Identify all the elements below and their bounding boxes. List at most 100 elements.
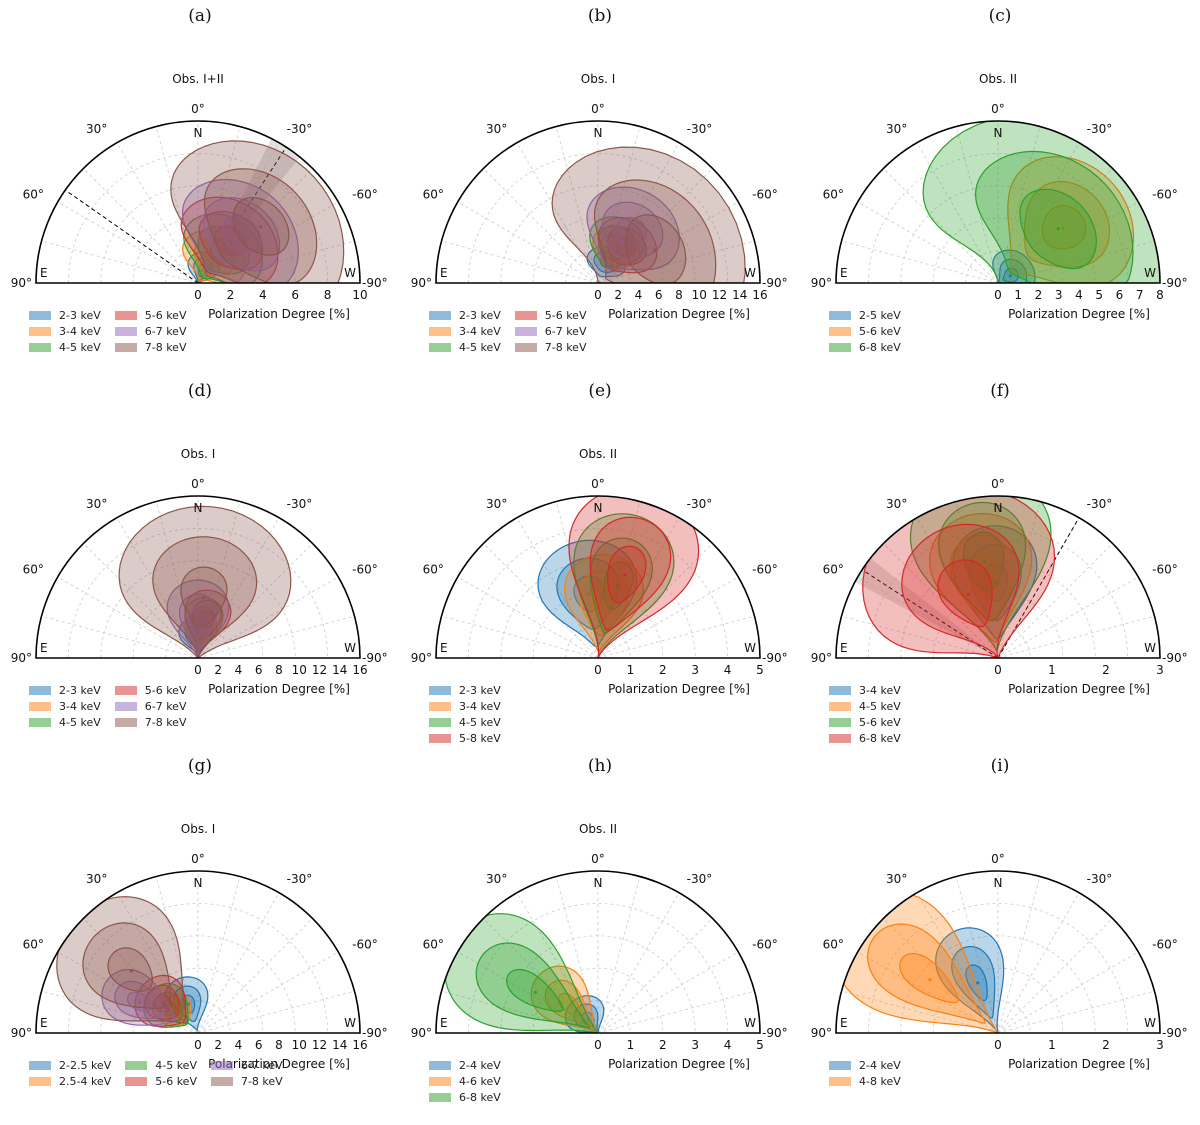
east-label: E xyxy=(40,641,48,655)
best-fit-point xyxy=(966,592,970,596)
legend-swatch xyxy=(114,702,137,711)
plot-frame xyxy=(435,495,761,659)
legend-item: 2.5-4 keV xyxy=(29,1074,111,1089)
best-fit-point xyxy=(138,1000,142,1004)
legend: 2-2.5 keV 2.5-4 keV 4-5 keV 5-6 keV 6-7 keV 7… xyxy=(29,1058,283,1089)
contour-level xyxy=(601,201,664,260)
legend-label: 2-4 keV xyxy=(459,1059,501,1072)
legend-label: 6-7 keV xyxy=(144,700,187,713)
legend-swatch xyxy=(114,311,137,320)
radial-tick-label: 4 xyxy=(235,1038,243,1052)
angle-label: -30° xyxy=(687,122,713,136)
legend-item: 3-4 keV xyxy=(429,324,501,339)
legend-label: 2-2.5 keV xyxy=(59,1059,112,1072)
polar-plot: 0° 30° -30° 60° -60° 90° -90° N E W 0 1 2 3 Polarizati… xyxy=(811,477,1188,696)
angle-label: -30° xyxy=(287,122,313,136)
legend-label: 2-3 keV xyxy=(59,684,101,697)
radial-tick-label: 8 xyxy=(275,663,283,677)
angle-label: 90° xyxy=(811,276,832,290)
radial-tick-label: 2 xyxy=(1035,288,1043,302)
best-fit-point xyxy=(239,233,243,237)
polar-plot: 0° 30° -30° 60° -60° 90° -90° N E W 0 1 2 3 Polarizati… xyxy=(811,852,1188,1071)
contour-level xyxy=(901,523,1020,658)
grid-spoke xyxy=(597,951,739,1033)
plot-frame xyxy=(435,870,761,1034)
grid-spoke xyxy=(997,615,1155,658)
radial-tick-label: 7 xyxy=(1136,288,1144,302)
angle-label: 0° xyxy=(591,477,605,491)
legend-item: 6-8 keV xyxy=(429,1090,501,1105)
chart-panel: (c) Obs. II 0° 30° -30° 60° -60° 90° -90° N E W 0 1 2 3… xyxy=(800,0,1200,375)
axis-label: Polarization Degree [%] xyxy=(608,307,750,321)
angle-label: 0° xyxy=(191,477,205,491)
legend-item: 5-6 keV xyxy=(114,308,186,323)
grid-arc xyxy=(868,153,1128,283)
legend-label: 7-8 keV xyxy=(144,716,187,729)
legend-swatch xyxy=(429,327,451,336)
grid-spoke xyxy=(483,918,599,1033)
angle-label: 90° xyxy=(811,651,832,665)
legend-item: 4-5 keV xyxy=(829,699,901,714)
radial-tick-label: 0 xyxy=(994,288,1002,302)
legend-label: 3-4 keV xyxy=(59,325,101,338)
east-label: E xyxy=(440,641,448,655)
grid-arc xyxy=(868,903,1128,1033)
grid-spoke xyxy=(197,918,313,1033)
angle-label: -30° xyxy=(687,497,713,511)
angle-label: 90° xyxy=(11,276,32,290)
legend-item: 4-5 keV xyxy=(125,1058,197,1073)
legend-swatch xyxy=(514,327,537,336)
plot-title: Obs. II xyxy=(579,447,617,461)
legend-swatch xyxy=(514,311,537,320)
legend-item: 2-4 keV xyxy=(829,1058,901,1073)
angle-label: 0° xyxy=(991,852,1005,866)
grid-spoke xyxy=(57,201,199,283)
radial-tick-label: 0 xyxy=(994,1038,1002,1052)
legend-swatch xyxy=(829,1077,851,1086)
chart-panel: (a) Obs. I+II 0° 30° -30° 60° -60° 90° -90° N E W 0 2… xyxy=(0,0,400,375)
legend-item: 6-8 keV xyxy=(829,731,901,746)
west-label: W xyxy=(344,1016,356,1030)
legend-swatch xyxy=(829,702,851,711)
plot-frame xyxy=(835,870,1161,1034)
contour-series xyxy=(929,512,1033,643)
best-fit-point xyxy=(201,623,205,627)
angle-label: -90° xyxy=(362,276,388,290)
angle-label: 30° xyxy=(86,497,107,511)
legend-item: 4-6 keV xyxy=(429,1074,501,1089)
angle-label: 90° xyxy=(411,276,432,290)
best-fit-point xyxy=(129,969,133,973)
east-label: E xyxy=(440,266,448,280)
legend-label: 4-6 keV xyxy=(459,1075,501,1088)
legend-label: 2-3 keV xyxy=(59,309,101,322)
legend-swatch xyxy=(29,343,51,352)
radial-tick-label: 6 xyxy=(255,1038,263,1052)
legend-item: 4-8 keV xyxy=(829,1074,901,1089)
grid-spoke xyxy=(997,990,1155,1033)
legend-swatch xyxy=(429,1093,451,1102)
radial-tick-label: 3 xyxy=(1055,288,1063,302)
radial-tick-label: 6 xyxy=(291,288,299,302)
contour-series xyxy=(551,146,746,283)
angle-label: 30° xyxy=(486,122,507,136)
legend-swatch xyxy=(829,734,851,743)
panel-label: (h) xyxy=(587,756,613,776)
polar-plot: Obs. I 0° 30° -30° 60° -60° 90° -90° N E W 0 2 4 6 8 10 1… xyxy=(11,447,388,696)
north-label: N xyxy=(594,126,603,140)
west-label: W xyxy=(344,266,356,280)
angle-label: -30° xyxy=(1087,497,1113,511)
panel-label: (i) xyxy=(990,756,1010,776)
reference-line xyxy=(197,146,287,283)
contour-group xyxy=(922,121,1160,283)
angle-label: 30° xyxy=(486,872,507,886)
radial-tick-label: 2 xyxy=(659,663,667,677)
best-fit-point xyxy=(629,230,633,234)
east-label: E xyxy=(840,641,848,655)
legend-label: 6-7 keV xyxy=(544,325,587,338)
legend-label: 4-5 keV xyxy=(59,716,101,729)
legend-swatch xyxy=(429,686,451,695)
angle-label: -90° xyxy=(1162,1026,1188,1040)
contour-series xyxy=(143,983,189,1029)
grid-spoke xyxy=(83,168,199,283)
legend-swatch xyxy=(29,327,51,336)
